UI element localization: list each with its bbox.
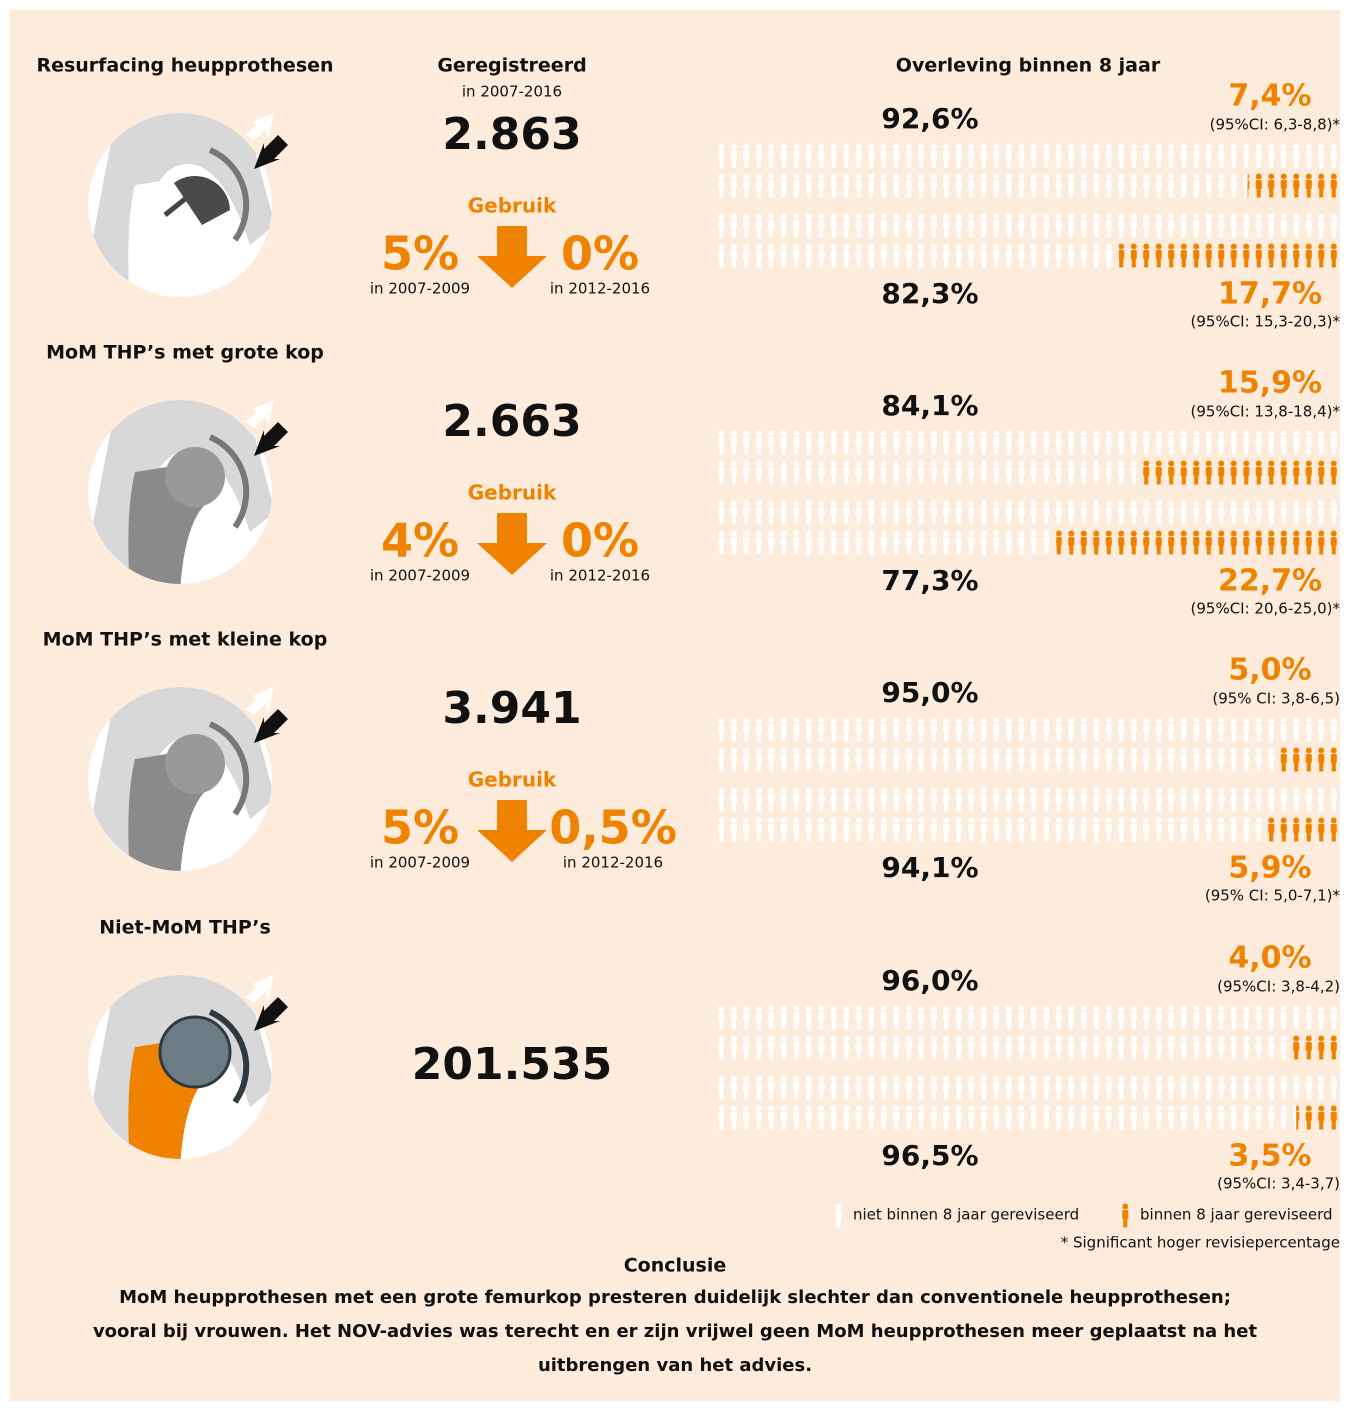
pictogram-not-revised: [715, 143, 1340, 168]
registered-period: in 2007-2016: [462, 83, 562, 101]
infographic: Geregistreerd in 2007-2016 Overleving bi…: [0, 0, 1350, 1411]
section-title: MoM THP’s met kleine kop: [43, 629, 328, 651]
pictogram-revised: [1290, 1035, 1340, 1060]
revised-pct: 7,4%: [1228, 79, 1311, 114]
usage-before: 4%: [381, 514, 459, 568]
survival-pct: 82,3%: [881, 277, 978, 310]
usage-after: 0,5%: [549, 801, 677, 855]
pictogram-revised: [1248, 173, 1341, 198]
survival-pct: 96,0%: [881, 964, 978, 997]
conclusion-line: vooral bij vrouwen. Het NOV-advies was t…: [93, 1321, 1257, 1342]
conclusion-title: Conclusie: [624, 1255, 727, 1277]
revised-pct: 5,9%: [1228, 851, 1311, 886]
pictogram-not-revised: [715, 717, 1340, 742]
usage-after: 0%: [561, 227, 639, 281]
pictogram-not-revised: [715, 213, 1340, 238]
survival-pct: 94,1%: [881, 851, 978, 884]
survival-pct: 96,5%: [881, 1139, 978, 1172]
usage-after: 0%: [561, 514, 639, 568]
pictogram-revised: [1278, 747, 1341, 772]
registered-count: 201.535: [412, 1039, 612, 1090]
survival-pct: 95,0%: [881, 676, 978, 709]
pictogram-not-revised: [715, 500, 1340, 525]
confidence-interval: (95%CI: 3,8-4,2): [1217, 978, 1340, 996]
revised-pct: 17,7%: [1218, 277, 1322, 312]
revised-pct: 22,7%: [1218, 564, 1322, 599]
survival-pct: 84,1%: [881, 389, 978, 422]
legend-label: niet binnen 8 jaar gereviseerd: [853, 1206, 1079, 1224]
section-title: MoM THP’s met grote kop: [46, 342, 324, 364]
pictogram-not-revised: [715, 1105, 1296, 1130]
usage-before: 5%: [381, 801, 459, 855]
pictogram-revised: [1141, 460, 1340, 485]
legend-label: binnen 8 jaar gereviseerd: [1140, 1206, 1333, 1224]
conclusion-line: uitbrengen van het advies.: [538, 1355, 812, 1376]
survival-header: Overleving binnen 8 jaar: [896, 55, 1161, 77]
usage-before-period: in 2007-2009: [370, 854, 470, 872]
pictogram-not-revised: [715, 530, 1056, 555]
revised-pct: 15,9%: [1218, 366, 1322, 401]
confidence-interval: (95% CI: 5,0-7,1)*: [1205, 887, 1341, 905]
registered-header: Geregistreerd: [437, 55, 586, 77]
pictogram-not-revised: [715, 243, 1119, 268]
confidence-interval: (95%CI: 6,3-8,8)*: [1210, 116, 1341, 134]
confidence-interval: (95%CI: 3,4-3,7): [1217, 1175, 1340, 1193]
confidence-interval: (95%CI: 15,3-20,3)*: [1191, 313, 1341, 331]
pictogram-not-revised: [715, 430, 1340, 455]
pictogram-not-revised: [715, 787, 1340, 812]
usage-after-period: in 2012-2016: [550, 567, 650, 585]
pictogram-not-revised: [715, 1035, 1290, 1060]
survival-pct: 92,6%: [881, 102, 978, 135]
conclusion-line: MoM heupprothesen met een grote femurkop…: [119, 1287, 1231, 1308]
revised-pct: 4,0%: [1228, 941, 1311, 976]
usage-before: 5%: [381, 227, 459, 281]
pictogram-not-revised: [715, 817, 1266, 842]
revised-pct: 5,0%: [1228, 653, 1311, 688]
revised-pct: 3,5%: [1228, 1139, 1311, 1174]
pictogram-not-revised: [715, 1005, 1340, 1030]
footnote: * Significant hoger revisiepercentage: [1061, 1234, 1340, 1252]
usage-before-period: in 2007-2009: [370, 567, 470, 585]
registered-count: 2.663: [442, 396, 581, 447]
pictogram-revised: [1119, 243, 1340, 268]
pictogram-revised: [1266, 817, 1340, 842]
survival-pct: 77,3%: [881, 564, 978, 597]
usage-after-period: in 2012-2016: [550, 280, 650, 298]
pictogram-not-revised: [715, 173, 1248, 198]
pictogram-not-revised: [715, 747, 1278, 772]
pictogram-not-revised: [715, 1075, 1340, 1100]
registered-count: 2.863: [442, 109, 581, 160]
usage-label: Gebruik: [468, 768, 557, 792]
registered-count: 3.941: [442, 683, 581, 734]
confidence-interval: (95%CI: 13,8-18,4)*: [1191, 403, 1341, 421]
section-title: Resurfacing heupprothesen: [36, 55, 333, 77]
confidence-interval: (95%CI: 20,6-25,0)*: [1191, 600, 1341, 618]
usage-label: Gebruik: [468, 194, 557, 218]
section-title: Niet-MoM THP’s: [99, 917, 271, 939]
pictogram-revised: [1056, 530, 1340, 555]
usage-label: Gebruik: [468, 481, 557, 505]
pictogram-not-revised: [715, 460, 1141, 485]
pictogram-revised: [1296, 1105, 1340, 1130]
usage-after-period: in 2012-2016: [563, 854, 663, 872]
confidence-interval: (95% CI: 3,8-6,5): [1212, 690, 1340, 708]
usage-before-period: in 2007-2009: [370, 280, 470, 298]
